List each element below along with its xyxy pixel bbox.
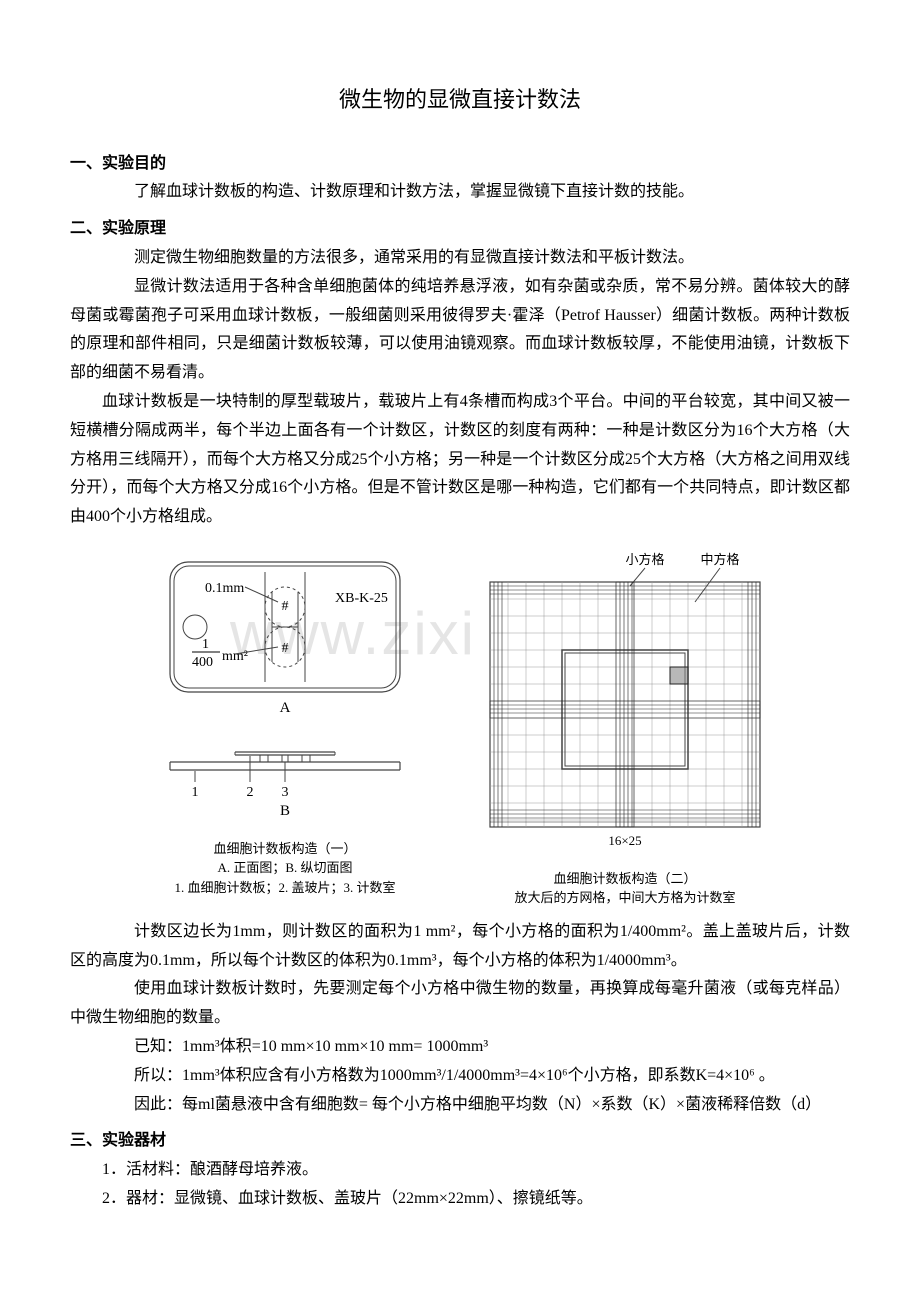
figure-1: # # 0.1mm 1 400 mm² XB-K-25 A <box>140 552 430 897</box>
fig1-cap1: 血细胞计数板构造（一） <box>174 839 395 859</box>
s3-p2: 2．器材：显微镜、血球计数板、盖玻片（22mm×22mm）、擦镜纸等。 <box>70 1185 850 1214</box>
s2-p5: 使用血球计数板计数时，先要测定每个小方格中微生物的数量，再换算成每毫升菌液（或每… <box>70 975 850 1033</box>
section-1-heading: 一、实验目的 <box>70 150 850 179</box>
fig1-svg: # # 0.1mm 1 400 mm² XB-K-25 A <box>140 552 430 822</box>
s1-p1: 了解血球计数板的构造、计数原理和计数方法，掌握显微镜下直接计数的技能。 <box>70 178 850 207</box>
svg-text:1: 1 <box>202 637 209 652</box>
svg-text:中方格: 中方格 <box>700 552 739 567</box>
svg-text:1: 1 <box>192 785 199 800</box>
fig1-caption: 血细胞计数板构造（一） A. 正面图；B. 纵切面图 1. 血细胞计数板；2. … <box>174 839 395 898</box>
fig2-caption: 血细胞计数板构造（二） 放大后的方网格，中间大方格为计数室 <box>514 869 735 908</box>
svg-text:XB-K-25: XB-K-25 <box>335 591 388 606</box>
s2-p2: 显微计数法适用于各种含单细胞菌体的纯培养悬浮液，如有杂菌或杂质，常不易分辨。菌体… <box>70 273 850 388</box>
svg-text:A: A <box>280 700 291 716</box>
fig2-svg: 小方格 中方格 <box>470 552 780 852</box>
fig2-cap2: 放大后的方网格，中间大方格为计数室 <box>514 888 735 908</box>
fig1-cap3: 1. 血细胞计数板；2. 盖玻片；3. 计数室 <box>174 878 395 898</box>
svg-text:#: # <box>282 599 289 614</box>
svg-text:#: # <box>282 641 289 656</box>
svg-text:0.1mm: 0.1mm <box>205 581 244 596</box>
section-3-heading: 三、实验器材 <box>70 1127 850 1156</box>
page-title: 微生物的显微直接计数法 <box>70 80 850 120</box>
s2-p4: 计数区边长为1mm，则计数区的面积为1 mm²，每个小方格的面积为1/400mm… <box>70 918 850 976</box>
svg-text:3: 3 <box>282 785 289 800</box>
s2-p7: 所以：1mm³体积应含有小方格数为1000mm³/1/4000mm³=4×10⁶… <box>70 1062 850 1091</box>
s2-p6: 已知：1mm³体积=10 mm×10 mm×10 mm= 1000mm³ <box>70 1033 850 1062</box>
figures-row: # # 0.1mm 1 400 mm² XB-K-25 A <box>70 552 850 908</box>
s2-p1: 测定微生物细胞数量的方法很多，通常采用的有显微直接计数法和平板计数法。 <box>70 244 850 273</box>
s2-p8: 因此：每ml菌悬液中含有细胞数= 每个小方格中细胞平均数（N）×系数（K）×菌液… <box>70 1091 850 1120</box>
figure-2: 小方格 中方格 <box>470 552 780 908</box>
section-2-heading: 二、实验原理 <box>70 215 850 244</box>
fig1-cap2: A. 正面图；B. 纵切面图 <box>174 858 395 878</box>
fig2-cap1: 血细胞计数板构造（二） <box>514 869 735 889</box>
s2-p3: 血球计数板是一块特制的厚型载玻片，载玻片上有4条槽而构成3个平台。中间的平台较宽… <box>70 388 850 532</box>
svg-text:小方格: 小方格 <box>625 552 664 567</box>
svg-text:400: 400 <box>192 655 213 670</box>
svg-text:16×25: 16×25 <box>608 833 641 848</box>
svg-text:2: 2 <box>247 785 254 800</box>
s3-p1: 1．活材料：酿酒酵母培养液。 <box>70 1156 850 1185</box>
svg-text:mm²: mm² <box>222 649 248 664</box>
svg-text:B: B <box>280 803 290 819</box>
